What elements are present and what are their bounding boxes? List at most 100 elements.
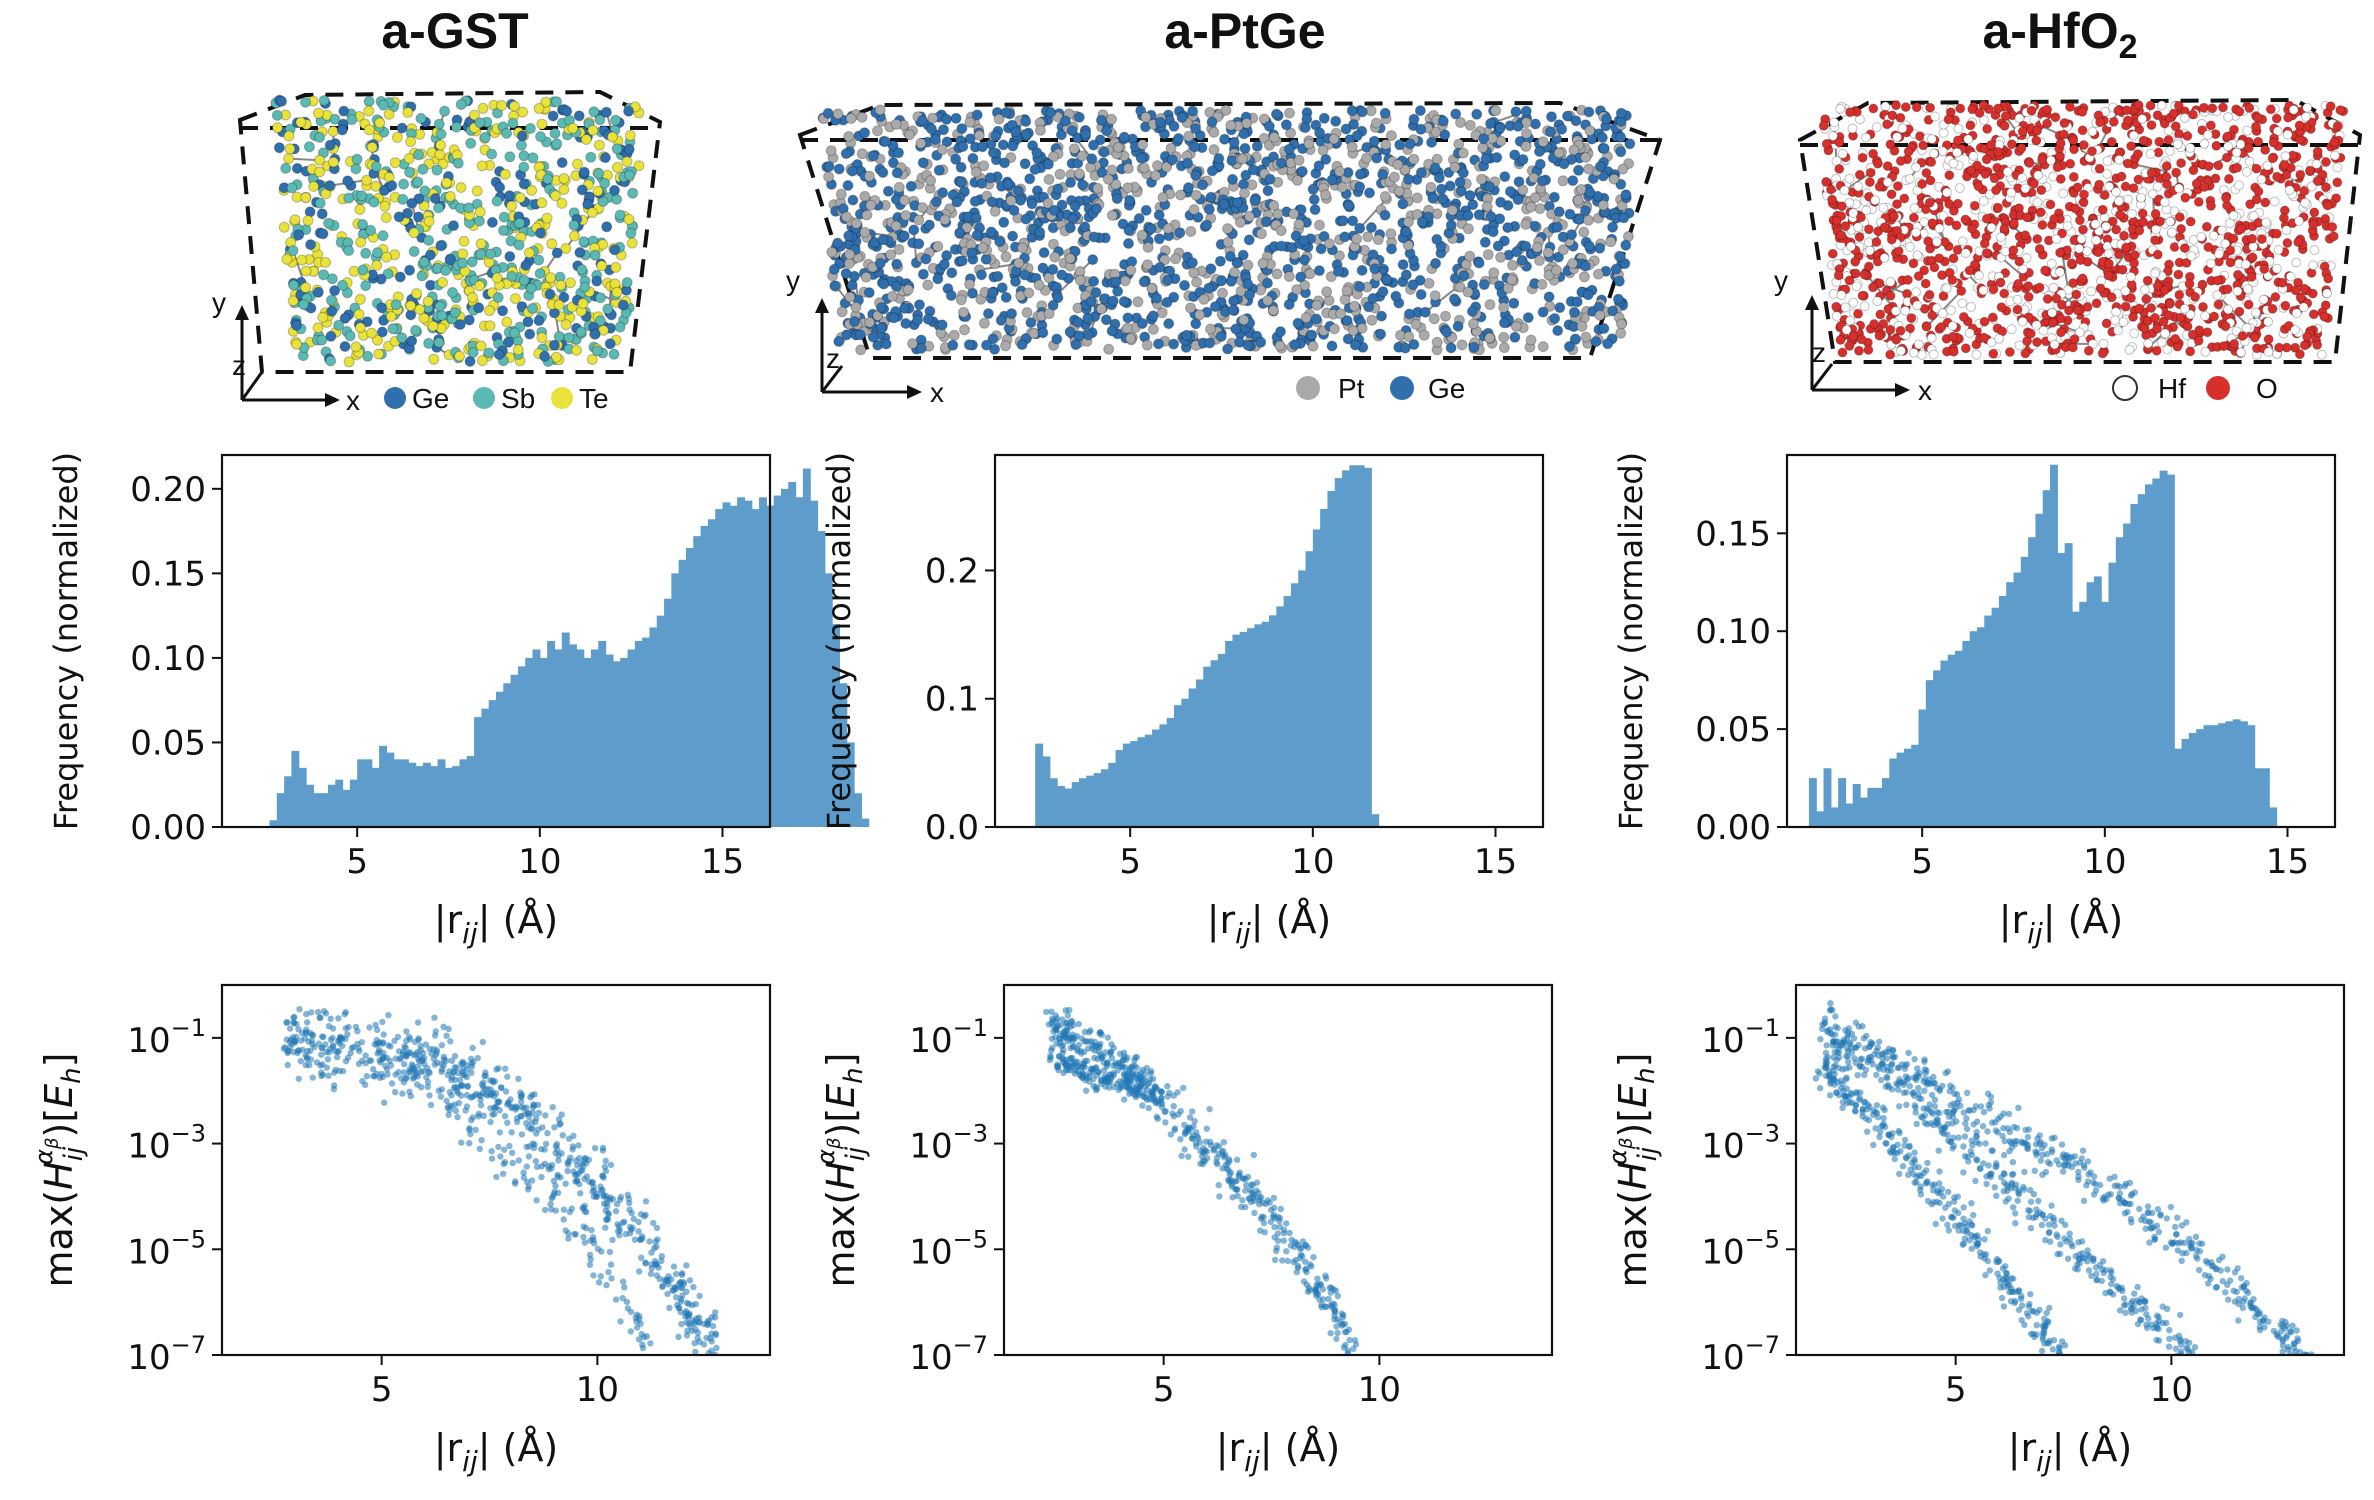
atom [1566, 229, 1578, 241]
atom [1031, 147, 1043, 159]
atom [1839, 185, 1850, 196]
atom [1194, 309, 1206, 321]
atom [1986, 222, 1997, 233]
tick-label: 15 [1474, 842, 1517, 882]
atom [1161, 296, 1173, 308]
atom [1454, 281, 1466, 293]
histogram-bar [517, 666, 526, 827]
histogram-bar [1144, 734, 1153, 827]
atom [291, 319, 302, 331]
atom [2159, 285, 2170, 296]
atom [1615, 327, 1627, 339]
legend-marker [384, 387, 406, 409]
atom [843, 131, 855, 142]
histogram-bar [488, 700, 497, 827]
atom [885, 249, 897, 261]
atom [465, 137, 477, 149]
atom [2225, 257, 2236, 268]
atom [1363, 301, 1375, 313]
tick-label: 15 [701, 842, 744, 882]
atom [586, 354, 598, 365]
atom [1242, 278, 1254, 290]
atom [2116, 171, 2127, 182]
atom [1557, 244, 1569, 256]
histogram-bar [1122, 743, 1131, 827]
atom [396, 332, 408, 344]
atom [1298, 235, 1310, 247]
atom [1853, 222, 1864, 233]
atom [1275, 326, 1286, 338]
atom [2247, 233, 2258, 244]
atom [2256, 174, 2267, 185]
atom [467, 347, 479, 358]
atom [353, 308, 365, 320]
atom [2164, 298, 2175, 309]
atom [326, 273, 338, 285]
atom [2077, 125, 2088, 136]
atom [518, 161, 530, 173]
atom [1379, 107, 1391, 119]
atom [2114, 154, 2125, 165]
atom [2037, 154, 2048, 165]
atom [2293, 237, 2304, 248]
atom [2269, 196, 2280, 207]
atom [1624, 138, 1636, 150]
atom [1411, 192, 1423, 204]
atom [1846, 241, 1856, 252]
histogram-bar [1035, 743, 1044, 827]
atom [1454, 176, 1466, 188]
atom [2271, 263, 2282, 274]
atom [1356, 106, 1368, 118]
atom [1379, 209, 1391, 221]
histogram-bar [627, 649, 636, 827]
atom [1043, 174, 1055, 185]
atom [2241, 323, 2252, 333]
atom [280, 162, 292, 174]
atom [1845, 107, 1856, 118]
atom [1028, 327, 1040, 339]
atom [891, 167, 903, 179]
atom [380, 212, 392, 223]
bond [1866, 274, 1894, 308]
atom [1183, 130, 1195, 142]
histogram-bar [1115, 750, 1124, 827]
atom [2095, 283, 2106, 294]
atom [978, 160, 990, 172]
atom [2002, 166, 2013, 177]
atom [2284, 185, 2295, 196]
atom [946, 267, 958, 279]
atom [326, 294, 337, 306]
atom [512, 344, 524, 356]
title-hfo2-main: a-HfO [1982, 3, 2118, 59]
atom [312, 286, 324, 298]
atom [2251, 121, 2261, 132]
atom [484, 305, 495, 317]
atom [561, 105, 573, 117]
atom [1582, 289, 1594, 301]
histogram-ptge: 0.00.10.25 10 15|rij| (Å)Frequency (normal… [820, 452, 1545, 950]
atom [1543, 269, 1555, 281]
atom [623, 213, 635, 225]
histogram-bar [1261, 621, 1270, 827]
atom [1996, 302, 2007, 313]
atom [1614, 251, 1626, 262]
atom [609, 184, 620, 196]
atom [1275, 157, 1287, 169]
atom [1859, 269, 1870, 280]
atom [1916, 349, 1927, 360]
atom [1431, 336, 1443, 348]
atom [374, 117, 386, 129]
atom [526, 184, 538, 196]
atom [1366, 314, 1378, 326]
atom [2232, 286, 2243, 297]
histogram-bar [510, 674, 519, 827]
atom [2291, 308, 2302, 319]
atom [376, 326, 388, 338]
atom [404, 264, 416, 276]
atom [1847, 123, 1858, 134]
atom [549, 127, 561, 139]
atom [2150, 235, 2161, 246]
atom [955, 161, 967, 173]
atom [1569, 333, 1581, 345]
atom [856, 148, 868, 160]
